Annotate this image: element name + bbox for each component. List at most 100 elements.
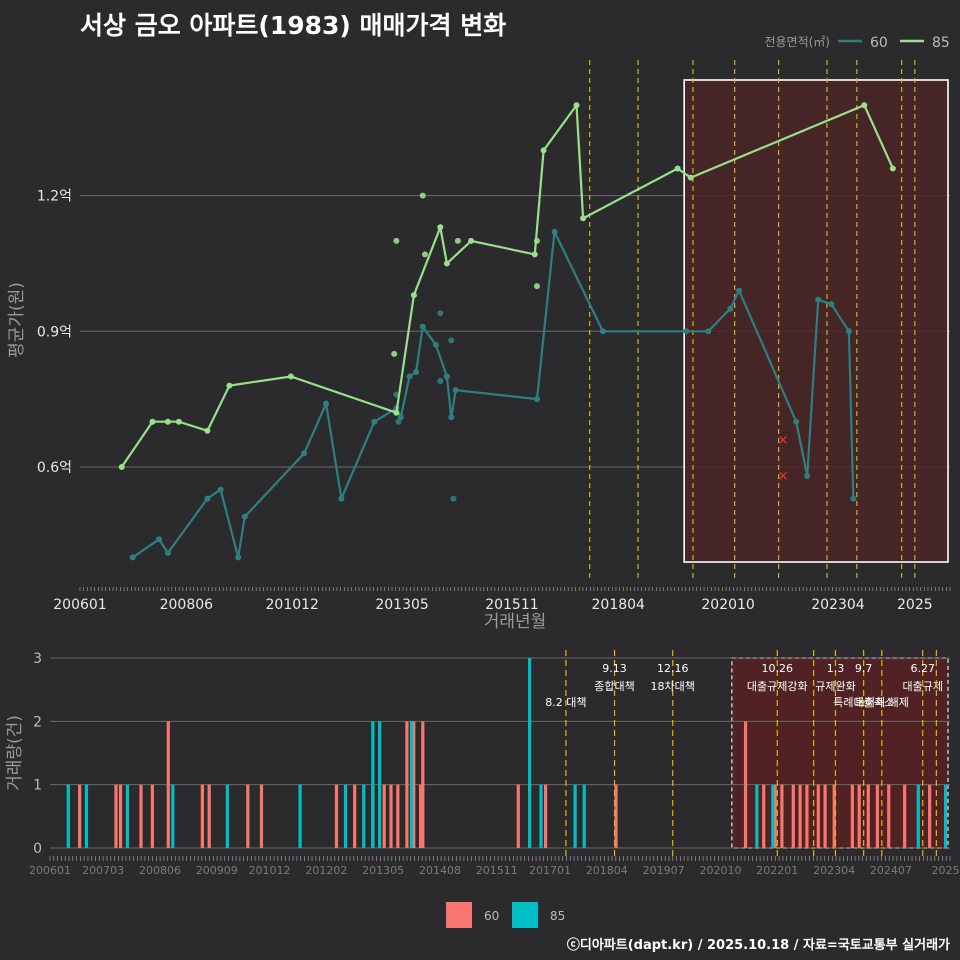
volume-bar-60 (762, 784, 766, 848)
volume-bar-85 (84, 784, 89, 848)
price-x-tick-label: 2025 (897, 597, 933, 613)
price-point-60 (452, 387, 459, 394)
volume-bar-85 (916, 784, 920, 848)
volume-bar-85 (582, 784, 586, 848)
volume-bar-60 (850, 784, 854, 848)
price-point-60 (129, 554, 136, 561)
policy-name-label: 종합대책 (594, 680, 634, 693)
volume-bar-60 (396, 784, 400, 848)
price-x-tick-label: 201511 (485, 597, 538, 613)
volume-x-tick-label: 202407 (870, 864, 912, 877)
policy-name-label: 대출규제 (902, 680, 942, 693)
volume-legend-label-60: 60 (484, 909, 499, 923)
volume-bar-60 (259, 784, 264, 848)
price-extra-point-60 (450, 495, 457, 502)
price-point-85 (226, 382, 233, 389)
price-x-axis-title: 거래년월 (484, 612, 547, 632)
price-extra-point-85 (393, 237, 400, 244)
price-extra-point-85 (533, 283, 540, 290)
price-point-60 (683, 328, 690, 335)
cancelled-marker: × (778, 469, 789, 484)
volume-y-tick-label: 2 (33, 714, 42, 730)
price-point-85 (287, 373, 294, 380)
volume-y-axis-title: 거래량(건) (5, 715, 25, 791)
volume-bar-60 (139, 784, 143, 848)
price-point-60 (828, 301, 835, 308)
volume-bar-60 (780, 784, 784, 848)
volume-bar-85 (125, 784, 129, 848)
volume-bar-60 (798, 784, 802, 848)
price-y-tick-label: 0.9억 (37, 324, 72, 340)
policy-date-label: 1.3 (827, 662, 845, 675)
volume-bar-60 (334, 784, 339, 848)
price-extra-point-60 (448, 337, 455, 344)
price-x-tick-label: 202010 (701, 597, 754, 613)
policy-date-label: 9.7 (855, 662, 873, 675)
policy-date-label: 9.13 (602, 662, 627, 675)
price-extra-point-85 (391, 350, 398, 357)
price-y-tick-label: 0.6억 (37, 460, 72, 476)
policy-name-label: 규제완화 (815, 680, 855, 693)
volume-bar-60 (412, 721, 416, 848)
price-point-60 (432, 341, 439, 348)
price-x-tick-label: 201804 (592, 597, 646, 613)
volume-x-tick-label: 201511 (476, 864, 518, 877)
price-point-60 (850, 495, 857, 502)
policy-name-label: 토허제 해제 (855, 695, 909, 709)
price-point-60 (793, 418, 800, 425)
policy-date-label: 10.26 (762, 662, 794, 675)
price-point-85 (393, 409, 400, 416)
volume-bar-60 (405, 721, 409, 848)
volume-bar-85 (528, 658, 532, 848)
price-point-60 (235, 554, 242, 561)
volume-x-tick-label: 200909 (196, 864, 238, 877)
price-point-85 (410, 292, 417, 299)
volume-bar-85 (755, 784, 759, 848)
price-point-85 (204, 427, 211, 434)
price-point-60 (406, 373, 413, 380)
price-point-60 (371, 418, 378, 425)
volume-x-tick-label: 201202 (305, 864, 347, 877)
price-extra-point-85 (533, 237, 540, 244)
legend-title: 전용면적(㎡) (764, 35, 830, 49)
volume-bar-85 (409, 721, 414, 848)
price-x-tick-label: 200806 (160, 597, 214, 613)
volume-x-tick-label: 201305 (362, 864, 404, 877)
price-extra-point-60 (437, 378, 444, 385)
volume-bar-85 (362, 784, 366, 848)
price-point-85 (687, 174, 694, 181)
legend-label-60: 60 (870, 35, 888, 51)
chart-title: 서상 금오 아파트(1983) 매매가격 변화 (80, 11, 507, 40)
price-point-60 (815, 296, 822, 303)
volume-x-tick-label: 201701 (529, 864, 571, 877)
volume-bar-85 (343, 784, 348, 848)
price-point-60 (164, 549, 171, 556)
price-point-60 (204, 495, 211, 502)
price-point-60 (551, 228, 558, 235)
volume-highlight-box (731, 657, 949, 849)
volume-bar-85 (771, 784, 775, 848)
volume-bar-60 (773, 784, 777, 848)
price-point-85 (531, 251, 538, 258)
price-point-60 (804, 473, 811, 479)
price-extra-point-60 (419, 323, 426, 330)
policy-date-label: 12.16 (657, 662, 689, 675)
volume-bar-60 (166, 721, 170, 848)
volume-bar-60 (421, 721, 425, 848)
price-point-60 (736, 287, 743, 294)
price-point-60 (845, 328, 852, 335)
volume-bar-60 (805, 784, 809, 848)
volume-bar-60 (791, 784, 795, 848)
policy-date-label: 6.27 (910, 662, 935, 675)
volume-bar-60 (903, 784, 907, 848)
legend-label-85: 85 (932, 35, 950, 51)
price-point-85 (573, 102, 580, 109)
volume-legend-key-60 (446, 902, 472, 928)
volume-bar-85 (298, 784, 302, 848)
volume-bar-60 (543, 784, 548, 848)
price-point-85 (861, 102, 868, 109)
price-extra-point-60 (395, 418, 402, 425)
price-point-60 (533, 396, 540, 403)
volume-x-tick-label: 202304 (813, 864, 855, 877)
